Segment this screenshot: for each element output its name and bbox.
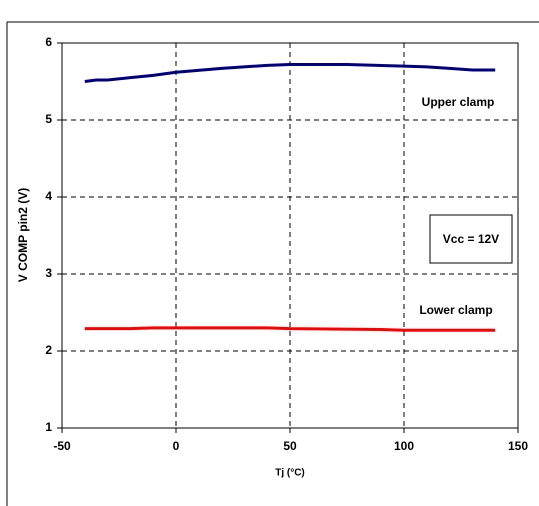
plot-border bbox=[61, 42, 519, 429]
annotation: Vcc = 12V bbox=[443, 232, 499, 246]
y-tick-label: 5 bbox=[45, 112, 52, 126]
annotation-box bbox=[429, 214, 513, 264]
series-line bbox=[84, 326, 496, 332]
x-tick-label: 0 bbox=[173, 439, 180, 453]
annotation: Upper clamp bbox=[422, 95, 495, 109]
annotation: Lower clamp bbox=[419, 303, 492, 317]
x-tick-label: 100 bbox=[394, 439, 414, 453]
x-tick-label: -50 bbox=[53, 439, 71, 453]
y-tick-label: 3 bbox=[45, 266, 52, 280]
x-axis-label: Tj (°C) bbox=[275, 468, 305, 479]
y-tick-label: 2 bbox=[45, 343, 52, 357]
y-axis-label: V COMP pin2 (V) bbox=[16, 188, 30, 282]
x-tick-label: 50 bbox=[283, 439, 297, 453]
x-tick-label: 150 bbox=[508, 439, 528, 453]
series-line bbox=[84, 63, 496, 83]
y-tick-label: 4 bbox=[45, 189, 52, 203]
y-tick-label: 1 bbox=[45, 420, 52, 434]
y-tick-label: 6 bbox=[45, 35, 52, 49]
